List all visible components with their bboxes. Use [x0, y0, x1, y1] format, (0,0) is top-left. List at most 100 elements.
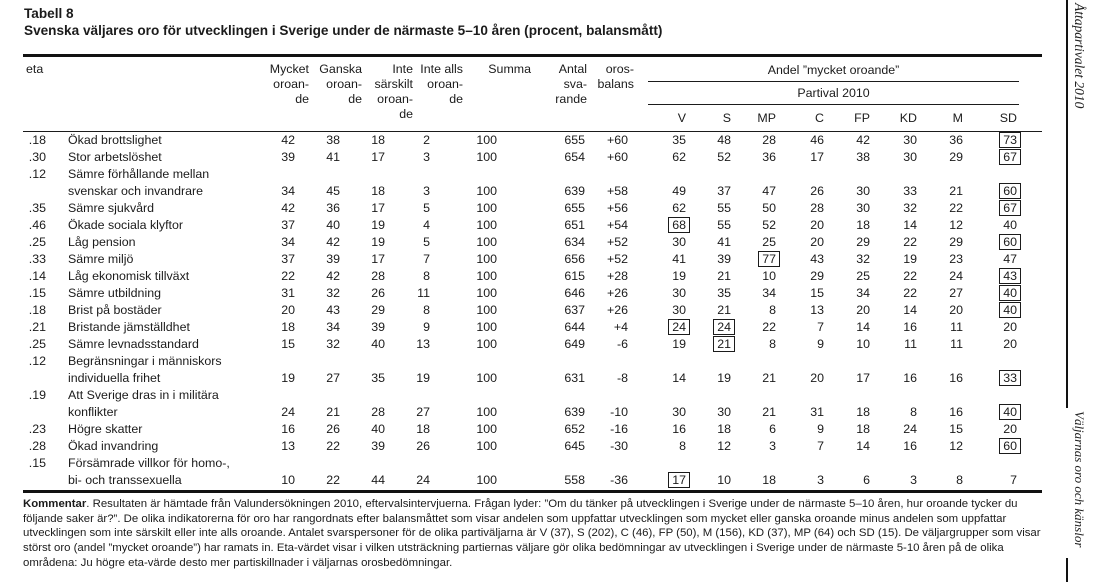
value-party-c: 7	[817, 319, 824, 334]
boxed-max-value: 21	[713, 335, 735, 352]
value-party-v: 30	[672, 404, 686, 419]
question-column-header	[50, 57, 250, 132]
table-subtitle: Svenska väljares oro för utvecklingen i …	[24, 22, 663, 38]
party-letters-row: V S MP C FP KD M SD	[630, 105, 1042, 126]
value-party-kd: 30	[903, 132, 917, 147]
value-party-v: 16	[672, 421, 686, 436]
party-group-header: Andel ”mycket oroande” Partival 2010 V S…	[630, 57, 1042, 132]
value-ganska: 45	[326, 183, 340, 198]
value-party-mp: 52	[762, 217, 776, 232]
value-party-sd: 40	[965, 387, 1042, 421]
margin-rule-lower	[1066, 558, 1068, 582]
value-antal: 637	[564, 302, 585, 317]
value-antal: 634	[564, 234, 585, 249]
row-label: Bristande jämställdhet	[68, 319, 190, 334]
value-antal: 649	[564, 336, 585, 351]
value-party-s: 37	[717, 183, 731, 198]
value-ganska: 22	[326, 472, 340, 487]
row-label: Låg ekonomisk tillväxt	[68, 268, 190, 283]
table-row: .28 Ökad invandring 13 22 39 26 100 645 -30 8 12 3 7…	[23, 437, 1042, 455]
value-antal: 631	[564, 370, 585, 385]
row-label: Ökade sociala klyftor	[68, 217, 184, 232]
value-inte-sarskilt: 44	[371, 472, 385, 487]
row-label: Sämre sjukvård	[68, 200, 155, 215]
value-party-c: 31	[810, 404, 824, 419]
value-party-m: 21	[949, 183, 963, 198]
value-party-mp: 77	[733, 250, 780, 268]
value-inte-sarskilt: 19	[371, 217, 385, 232]
value-party-mp: 3	[769, 438, 776, 453]
value-ganska: 41	[326, 149, 340, 164]
value-party-m: 12	[949, 217, 963, 232]
boxed-max-value: 60	[999, 437, 1021, 454]
table-row: .15 Försämrade villkor för homo-, bi- och…	[23, 455, 1042, 489]
value-summa: 100	[476, 472, 497, 487]
value-party-mp: 47	[762, 183, 776, 198]
value-ganska: 43	[326, 302, 340, 317]
value-party-s: 21	[717, 268, 731, 283]
value-summa: 100	[476, 149, 497, 164]
value-inte-sarskilt: 28	[371, 268, 385, 283]
table-number: Tabell 8	[24, 6, 74, 21]
value-party-fp: 34	[856, 285, 870, 300]
value-mycket: 37	[281, 217, 295, 232]
value-orosbalans: +60	[606, 149, 628, 164]
value-party-m: 36	[949, 132, 963, 147]
value-party-m: 27	[949, 285, 963, 300]
row-label: Högre skatter	[68, 421, 143, 436]
value-mycket: 18	[281, 319, 295, 334]
value-party-kd: 14	[903, 217, 917, 232]
value-party-m: 24	[949, 268, 963, 283]
col-header-ganska: Ganska oroan- de	[297, 57, 362, 132]
value-antal: 651	[564, 217, 585, 232]
value-party-v: 30	[672, 302, 686, 317]
value-party-sd: 40	[965, 284, 1042, 302]
value-mycket: 37	[281, 251, 295, 266]
value-party-fp: 18	[856, 404, 870, 419]
value-inte-sarskilt: 18	[371, 132, 385, 147]
value-party-m: 16	[949, 370, 963, 385]
row-label: Sämre miljö	[68, 251, 134, 266]
row-label: Sämre utbildning	[68, 285, 161, 300]
value-party-mp: 36	[762, 149, 776, 164]
boxed-max-value: 73	[999, 131, 1021, 148]
value-party-v: 41	[672, 251, 686, 266]
boxed-max-value: 24	[668, 318, 690, 335]
value-party-s: 30	[717, 404, 731, 419]
value-party-mp: 21	[762, 404, 776, 419]
value-party-fp: 30	[856, 200, 870, 215]
table-row: .14 Låg ekonomisk tillväxt 22 42 28 8 100 615 +2…	[23, 267, 1042, 285]
value-ganska: 38	[326, 132, 340, 147]
chapter-margin-note: Väljarnas oro och känslor	[1072, 411, 1087, 548]
eta-value: .23	[28, 421, 46, 436]
value-party-v: 19	[672, 268, 686, 283]
value-mycket: 20	[281, 302, 295, 317]
value-party-kd: 22	[903, 285, 917, 300]
value-ganska: 32	[326, 285, 340, 300]
value-party-sd: 60	[965, 437, 1042, 455]
value-summa: 100	[476, 200, 497, 215]
value-party-kd: 33	[903, 183, 917, 198]
value-party-s: 10	[717, 472, 731, 487]
eta-value: .14	[28, 268, 46, 283]
value-inte-sarskilt: 29	[371, 302, 385, 317]
value-party-kd: 16	[903, 370, 917, 385]
value-inte-sarskilt: 26	[371, 285, 385, 300]
eta-value: .30	[28, 149, 46, 164]
value-antal: 656	[564, 251, 585, 266]
value-party-m: 16	[949, 404, 963, 419]
value-party-m: 15	[949, 421, 963, 436]
value-ganska: 27	[326, 370, 340, 385]
value-party-s: 41	[717, 234, 731, 249]
value-inte-alls: 5	[423, 234, 430, 249]
value-summa: 100	[476, 370, 497, 385]
value-party-m: 29	[949, 234, 963, 249]
value-inte-sarskilt: 40	[371, 336, 385, 351]
value-antal: 644	[564, 319, 585, 334]
value-mycket: 34	[281, 183, 295, 198]
value-party-v: 30	[672, 234, 686, 249]
value-party-m: 29	[949, 149, 963, 164]
value-ganska: 26	[326, 421, 340, 436]
value-party-c: 29	[810, 268, 824, 283]
header-row: eta Mycket oroan- de Ganska oroan- de In…	[23, 57, 1042, 132]
